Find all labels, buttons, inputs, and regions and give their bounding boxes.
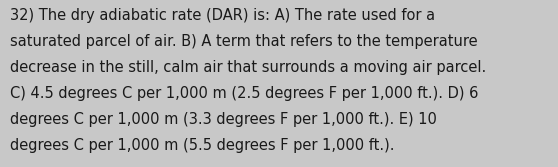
Text: decrease in the still, calm air that surrounds a moving air parcel.: decrease in the still, calm air that sur… [10, 60, 486, 75]
Text: C) 4.5 degrees C per 1,000 m (2.5 degrees F per 1,000 ft.). D) 6: C) 4.5 degrees C per 1,000 m (2.5 degree… [10, 86, 478, 101]
Text: 32) The dry adiabatic rate (DAR) is: A) The rate used for a: 32) The dry adiabatic rate (DAR) is: A) … [10, 8, 435, 23]
Text: saturated parcel of air. B) A term that refers to the temperature: saturated parcel of air. B) A term that … [10, 34, 478, 49]
Text: degrees C per 1,000 m (5.5 degrees F per 1,000 ft.).: degrees C per 1,000 m (5.5 degrees F per… [10, 138, 395, 153]
Text: degrees C per 1,000 m (3.3 degrees F per 1,000 ft.). E) 10: degrees C per 1,000 m (3.3 degrees F per… [10, 112, 437, 127]
